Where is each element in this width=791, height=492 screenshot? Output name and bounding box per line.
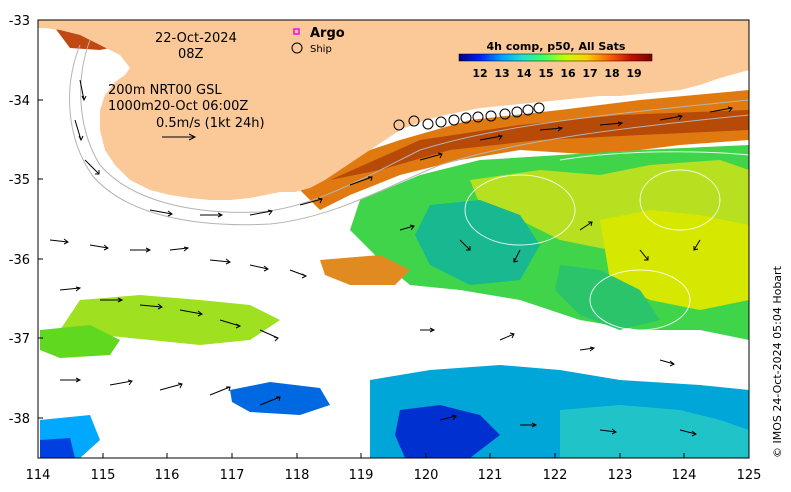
depth-contours [69,39,749,226]
colorbar-tick: 18 [604,67,619,80]
colorbar-tick: 17 [582,67,597,80]
colorbar-tick: 14 [516,67,532,80]
colorbar: 4h comp, p50, All Sats 12 13 14 15 16 17… [458,40,653,80]
x-axis: 114 115 116 117 118 119 120 121 122 123 … [26,453,762,483]
ship-marker-icon [291,42,303,54]
colorbar-tick: 16 [560,67,576,80]
velocity-scale-label: 0.5m/s (1kt 24h) [156,116,265,131]
x-tick-label: 122 [543,468,568,483]
y-tick-label: -38 [9,412,30,427]
argo-marker-icon [293,28,300,35]
contour-info-line1: 200m NRT00 GSL [108,83,222,98]
sst-field [40,24,749,458]
colorbar-tick: 12 [472,67,487,80]
x-tick-label: 115 [91,468,116,483]
credit-text: © IMOS 24-Oct-2024 05:04 Hobart [771,265,784,458]
colorbar-tick: 13 [494,67,509,80]
current-vectors [49,79,733,437]
colorbar-tick: 15 [538,67,553,80]
colorbar-tick: 19 [626,67,641,80]
y-tick-label: -35 [9,173,30,188]
x-tick-label: 116 [155,468,180,483]
x-tick-label: 120 [414,468,439,483]
x-tick-label: 121 [478,468,503,483]
y-tick-label: -34 [9,94,30,109]
argo-label: Argo [310,26,345,41]
x-tick-label: 125 [737,468,762,483]
y-tick-label: -37 [9,332,30,347]
land-australia [38,20,749,200]
plot-frame [37,19,750,459]
y-tick-label: -36 [9,253,30,268]
ship-track [393,102,545,131]
ship-label: Ship [310,44,332,55]
platform-legend: Argo Ship [291,26,345,55]
colorbar-gradient [458,53,653,62]
x-tick-label: 114 [26,468,51,483]
x-tick-label: 119 [349,468,374,483]
ssh-contours [409,151,749,356]
colorbar-title: 4h comp, p50, All Sats [487,40,626,53]
contour-info-line2: 1000m20-Oct 06:00Z [108,99,248,114]
x-tick-label: 118 [285,468,310,483]
y-axis: -33 -34 -35 -36 -37 -38 [9,14,43,427]
x-tick-label: 124 [672,468,697,483]
map-hour: 08Z [178,47,204,62]
map-date: 22-Oct-2024 [155,31,237,46]
velocity-scale-arrow [162,133,197,141]
y-tick-label: -33 [9,14,30,29]
x-tick-label: 117 [220,468,245,483]
x-tick-label: 123 [608,468,633,483]
